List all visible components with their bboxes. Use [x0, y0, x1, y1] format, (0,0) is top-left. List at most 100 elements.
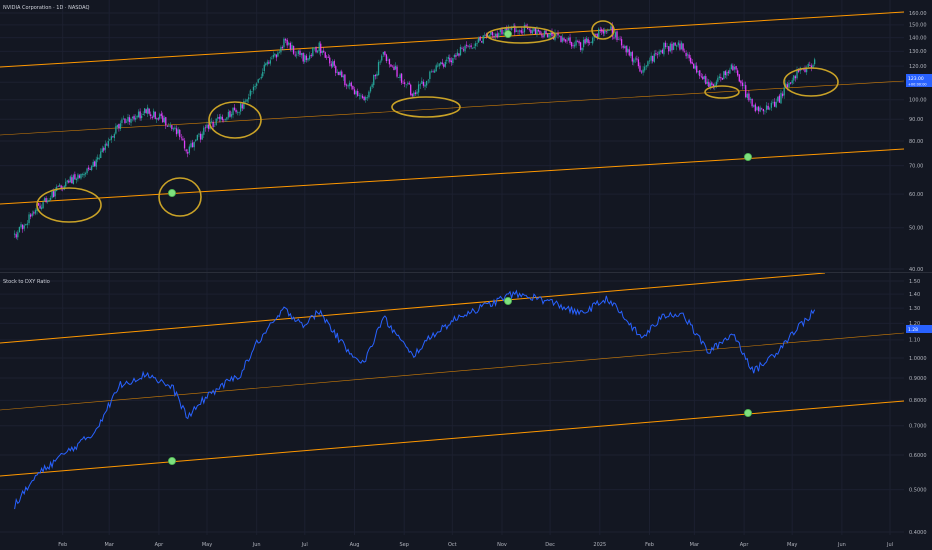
candle-body: [810, 65, 813, 69]
ratio-upper-channel-line: [0, 272, 826, 344]
candle-body: [726, 72, 728, 76]
candle-body: [729, 69, 731, 74]
candle-body: [159, 114, 161, 119]
candle-body: [113, 134, 116, 138]
candle-body: [252, 86, 255, 91]
candle-body: [312, 47, 314, 57]
candle-body: [702, 76, 704, 80]
candle-body: [499, 29, 502, 33]
candle-body: [676, 45, 678, 47]
candle-body: [283, 38, 285, 48]
candle-body: [277, 52, 279, 57]
candle-body: [561, 37, 564, 42]
candle-body: [230, 114, 233, 117]
candle-body: [804, 68, 806, 72]
candle-body: [564, 39, 567, 42]
candle-body: [377, 62, 380, 76]
highlight-circle: [704, 85, 740, 99]
candle-body: [699, 70, 701, 77]
candle-body: [620, 39, 623, 46]
candle-body: [187, 151, 189, 154]
candle-body: [680, 42, 683, 50]
touch-marker: [167, 188, 176, 197]
candle-body: [484, 34, 486, 36]
candle-body: [569, 37, 571, 44]
candle-body: [727, 71, 730, 73]
candle-body: [133, 115, 135, 120]
candle-body: [610, 26, 612, 30]
candle-body: [385, 54, 388, 62]
candle-body: [330, 63, 332, 67]
candle-body: [320, 43, 322, 54]
candle-body: [142, 114, 144, 116]
candle-body: [764, 110, 766, 112]
candle-body: [23, 225, 25, 229]
candle-body: [294, 54, 296, 56]
candle-body: [718, 76, 720, 79]
x-tick-label: Apr: [740, 542, 750, 548]
time-axis[interactable]: Feb Mar Apr May Jun Jul Aug Sep Oct Nov Dec 2025 Feb…: [58, 542, 893, 548]
x-tick-label: May: [787, 542, 797, 548]
x-tick-label: Mar: [104, 542, 114, 548]
candle-body: [531, 30, 534, 34]
candle-body: [429, 71, 431, 80]
candle-body: [361, 95, 364, 98]
candle-body: [180, 137, 182, 139]
highlight-circle: [783, 67, 839, 97]
ratio-line: [14, 289, 816, 510]
candle-body: [476, 42, 478, 44]
candle-body: [150, 114, 152, 116]
candle-body: [575, 40, 577, 46]
x-tick-label: 2025: [593, 542, 606, 548]
price-tick-label: 100.00: [909, 98, 927, 104]
candle-body: [645, 65, 647, 67]
candle-body: [464, 45, 466, 52]
candle-body: [566, 40, 568, 42]
candle-body: [165, 117, 167, 126]
candle-body: [770, 102, 773, 108]
candle-body: [685, 52, 687, 57]
ratio-axis[interactable]: 1.50 1.40 1.30 1.20 1.10 1.0000 0.9000 0.8000 0.…: [909, 279, 927, 536]
candle-body: [757, 106, 760, 112]
candle-body: [705, 76, 707, 85]
touch-marker: [167, 456, 176, 465]
candle-body: [256, 83, 258, 86]
candle-body: [338, 71, 340, 76]
candle-body: [390, 64, 392, 67]
candle-body: [249, 90, 251, 97]
ratio-tick-label: 1.20: [909, 321, 920, 327]
candle-body: [400, 73, 403, 83]
candle-body: [198, 133, 200, 135]
candle-body: [268, 62, 270, 64]
candle-body: [661, 49, 663, 54]
candle-body: [528, 29, 530, 31]
candle-body: [376, 73, 378, 77]
candle-body: [504, 28, 506, 33]
candle-body: [502, 32, 505, 34]
candle-body: [240, 103, 242, 112]
candle-body: [581, 47, 583, 51]
candle-body: [682, 43, 684, 51]
candle-body: [353, 89, 356, 95]
candle-body: [785, 83, 787, 87]
highlight-circle: [391, 96, 461, 118]
ratio-tick-label: 1.0000: [909, 356, 927, 362]
candle-body: [789, 82, 792, 84]
candle-body: [326, 56, 328, 58]
candle-body: [238, 112, 240, 113]
candle-body: [416, 91, 418, 95]
price-axis[interactable]: 160.00150.00140.00130.00120.00110.00100.…: [909, 11, 927, 273]
candle-body: [668, 46, 670, 52]
candle-body: [130, 118, 132, 123]
candle-body: [515, 30, 518, 32]
candle-body: [166, 126, 168, 127]
candle-body: [533, 27, 535, 31]
candle-body: [666, 46, 668, 47]
ratio-mid-channel-line: [0, 332, 905, 411]
candle-body: [567, 37, 570, 41]
candle-body: [323, 50, 325, 53]
candle-body: [599, 29, 601, 31]
candle-body: [307, 58, 309, 61]
candle-body: [735, 66, 737, 70]
candle-body: [66, 180, 68, 182]
